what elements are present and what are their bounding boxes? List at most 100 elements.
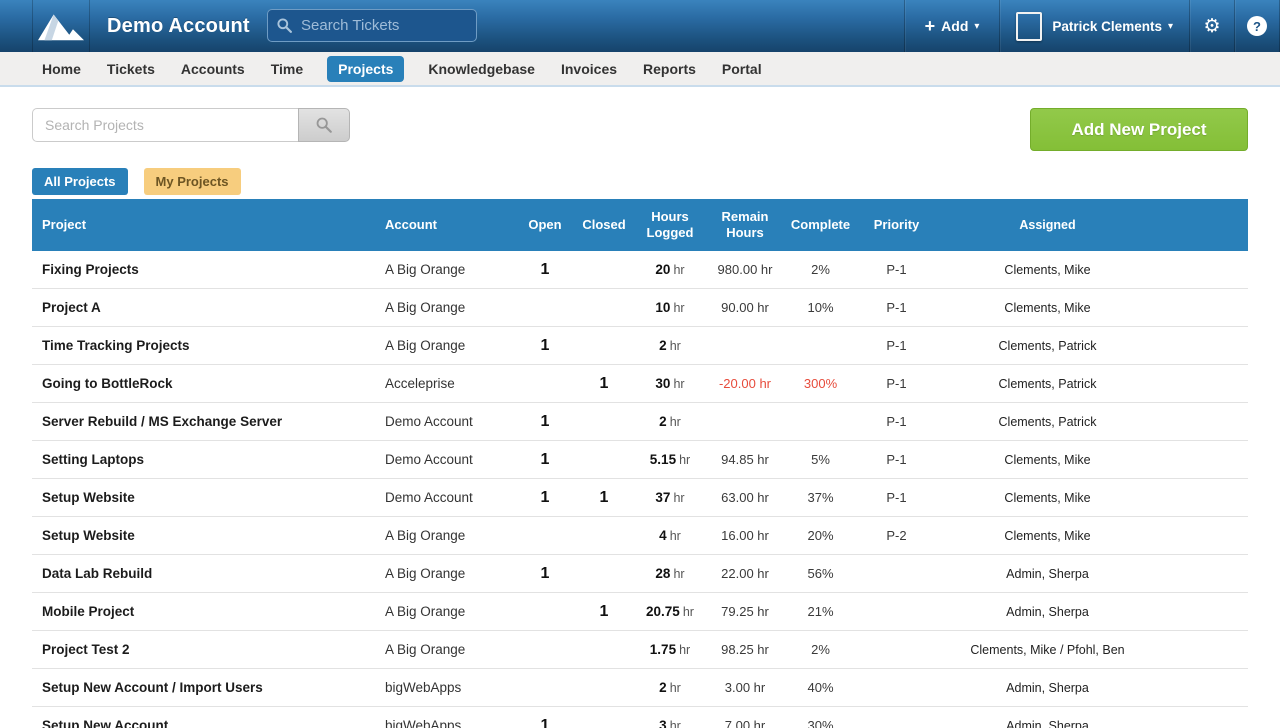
table-row[interactable]: Setup Website Demo Account 1 1 37 hr 63.0… xyxy=(32,479,1248,517)
complete-cell: 30% xyxy=(807,718,834,728)
account-cell: A Big Orange xyxy=(385,528,466,543)
table-row[interactable]: Project A A Big Orange 10 hr 90.00 hr 10%… xyxy=(32,289,1248,327)
open-count-cell: 1 xyxy=(540,412,550,430)
nav-item-reports[interactable]: Reports xyxy=(643,60,696,77)
open-count-cell: 1 xyxy=(540,716,550,728)
table-row[interactable]: Fixing Projects A Big Orange 1 20 hr 980.… xyxy=(32,251,1248,289)
open-count-cell: 1 xyxy=(540,450,550,468)
assigned-cell: Clements, Mike xyxy=(1004,262,1091,277)
column-header-remain-hours[interactable]: Remain Hours xyxy=(721,209,769,240)
complete-cell: 2% xyxy=(811,642,830,657)
account-title: Demo Account xyxy=(107,14,250,37)
complete-cell: 2% xyxy=(811,262,830,277)
priority-cell: P-1 xyxy=(886,262,907,277)
user-menu-button[interactable]: Patrick Clements ▾ xyxy=(1000,0,1189,52)
hours-logged-cell: 2 hr xyxy=(659,680,681,695)
add-menu-button[interactable]: + Add ▾ xyxy=(905,0,1000,52)
priority-cell: P-1 xyxy=(886,376,907,391)
project-name-cell[interactable]: Time Tracking Projects xyxy=(42,338,190,353)
hours-logged-cell: 3 hr xyxy=(659,718,681,728)
project-search-input[interactable] xyxy=(32,108,298,142)
table-row[interactable]: Project Test 2 A Big Orange 1.75 hr 98.25… xyxy=(32,631,1248,669)
project-filters: All Projects My Projects xyxy=(32,168,1248,195)
hours-logged-cell: 37 hr xyxy=(655,490,685,505)
help-button[interactable]: ? xyxy=(1235,0,1279,52)
complete-cell: 5% xyxy=(811,452,830,467)
assigned-cell: Clements, Patrick xyxy=(998,376,1097,391)
assigned-cell: Clements, Mike / Pfohl, Ben xyxy=(970,642,1125,657)
project-search-button[interactable] xyxy=(298,108,350,142)
remain-hours-cell: 3.00 hr xyxy=(724,680,766,695)
nav-item-invoices[interactable]: Invoices xyxy=(560,60,618,77)
settings-button[interactable]: ⚙ xyxy=(1190,0,1234,52)
search-icon xyxy=(277,18,292,33)
project-name-cell[interactable]: Setup Website xyxy=(42,528,135,543)
column-header-closed[interactable]: Closed xyxy=(582,217,626,232)
column-header-project[interactable]: Project xyxy=(42,217,87,232)
account-cell: A Big Orange xyxy=(385,262,466,277)
remain-hours-cell: 7.00 hr xyxy=(724,718,766,728)
priority-cell: P-1 xyxy=(886,490,907,505)
hours-logged-cell: 20 hr xyxy=(655,262,685,277)
project-search-group xyxy=(32,108,350,142)
hours-logged-cell: 28 hr xyxy=(655,566,685,581)
gear-icon: ⚙ xyxy=(1203,15,1221,37)
nav-item-portal[interactable]: Portal xyxy=(721,60,762,77)
project-name-cell[interactable]: Setup New Account / Import Users xyxy=(42,680,263,695)
priority-cell: P-1 xyxy=(886,452,907,467)
priority-cell: P-1 xyxy=(886,414,907,429)
priority-cell: P-1 xyxy=(886,300,907,315)
nav-item-tickets[interactable]: Tickets xyxy=(106,60,155,77)
ticket-search-input[interactable] xyxy=(301,17,461,34)
mountain-logo-icon[interactable] xyxy=(32,0,90,52)
projects-table: Project Account Open Closed Hours Logged… xyxy=(32,199,1248,728)
table-row[interactable]: Setup New Account bigWebApps 1 3 hr 7.00 … xyxy=(32,707,1248,728)
table-row[interactable]: Setup New Account / Import Users bigWebA… xyxy=(32,669,1248,707)
project-name-cell[interactable]: Going to BottleRock xyxy=(42,376,173,391)
hours-logged-cell: 5.15 hr xyxy=(649,452,691,467)
table-row[interactable]: Setting Laptops Demo Account 1 5.15 hr 94… xyxy=(32,441,1248,479)
assigned-cell: Clements, Patrick xyxy=(998,414,1097,429)
account-cell: Acceleprise xyxy=(385,376,455,391)
user-name: Patrick Clements xyxy=(1052,18,1162,34)
all-projects-filter-button[interactable]: All Projects xyxy=(32,168,128,195)
column-header-open[interactable]: Open xyxy=(528,217,562,232)
nav-item-time[interactable]: Time xyxy=(270,60,304,77)
nav-item-home[interactable]: Home xyxy=(42,60,81,77)
complete-cell: 20% xyxy=(807,528,834,543)
add-new-project-button[interactable]: Add New Project xyxy=(1030,108,1248,151)
nav-item-accounts[interactable]: Accounts xyxy=(180,60,245,77)
ticket-search-box xyxy=(267,9,477,42)
project-name-cell[interactable]: Setting Laptops xyxy=(42,452,144,467)
hours-logged-cell: 20.75 hr xyxy=(646,604,694,619)
column-header-hours-logged[interactable]: Hours Logged xyxy=(646,209,694,240)
account-cell: A Big Orange xyxy=(385,300,466,315)
account-cell: A Big Orange xyxy=(385,604,466,619)
priority-cell: P-2 xyxy=(886,528,907,543)
table-row[interactable]: Mobile Project A Big Orange 1 20.75 hr 79… xyxy=(32,593,1248,631)
nav-item-projects[interactable]: Projects xyxy=(327,55,405,82)
project-name-cell[interactable]: Setup Website xyxy=(42,490,135,505)
table-row[interactable]: Server Rebuild / MS Exchange Server Demo… xyxy=(32,403,1248,441)
project-name-cell[interactable]: Setup New Account xyxy=(42,718,169,728)
project-name-cell[interactable]: Mobile Project xyxy=(42,604,135,619)
nav-item-knowledgebase[interactable]: Knowledgebase xyxy=(428,60,535,77)
column-header-complete[interactable]: Complete xyxy=(790,217,851,232)
remain-hours-cell: 98.25 hr xyxy=(721,642,769,657)
column-header-account[interactable]: Account xyxy=(385,217,437,232)
column-header-priority[interactable]: Priority xyxy=(873,217,920,232)
table-row[interactable]: Setup Website A Big Orange 4 hr 16.00 hr … xyxy=(32,517,1248,555)
project-name-cell[interactable]: Server Rebuild / MS Exchange Server xyxy=(42,414,283,429)
project-name-cell[interactable]: Project Test 2 xyxy=(42,642,130,657)
project-name-cell[interactable]: Project A xyxy=(42,300,101,315)
table-row[interactable]: Data Lab Rebuild A Big Orange 1 28 hr 22.… xyxy=(32,555,1248,593)
chevron-down-icon: ▾ xyxy=(1167,20,1173,32)
column-header-assigned[interactable]: Assigned xyxy=(1019,218,1076,232)
table-row[interactable]: Going to BottleRock Acceleprise 1 30 hr -… xyxy=(32,365,1248,403)
project-name-cell[interactable]: Fixing Projects xyxy=(42,262,139,277)
hours-logged-cell: 2 hr xyxy=(659,414,681,429)
project-name-cell[interactable]: Data Lab Rebuild xyxy=(42,566,153,581)
my-projects-filter-button[interactable]: My Projects xyxy=(143,168,241,195)
